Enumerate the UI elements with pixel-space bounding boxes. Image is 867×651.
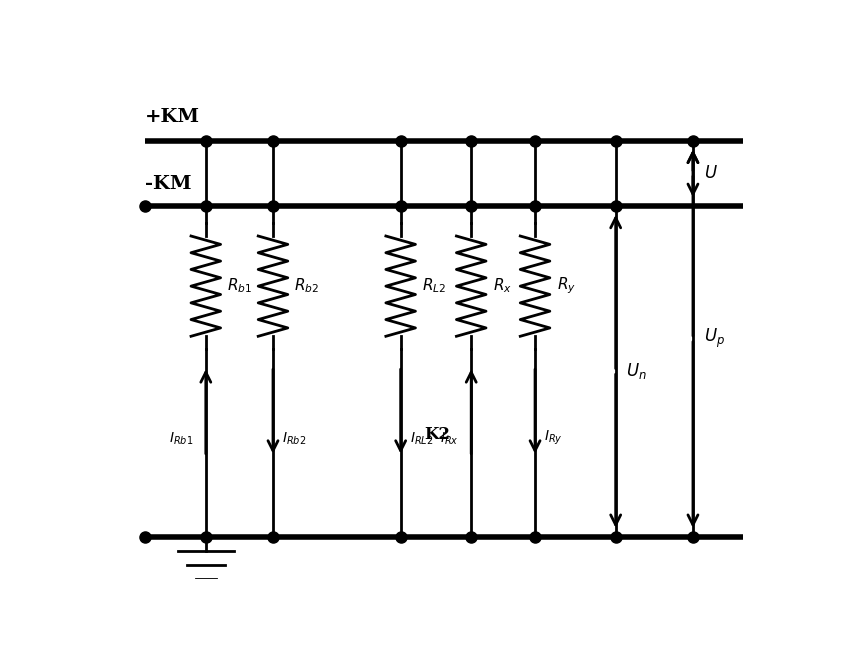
Text: $I_{RL2}$: $I_{RL2}$ bbox=[410, 430, 434, 447]
Text: $R_{L2}$: $R_{L2}$ bbox=[422, 277, 447, 296]
Text: $I_{Ry}$: $I_{Ry}$ bbox=[544, 428, 564, 447]
Text: $U_p$: $U_p$ bbox=[704, 327, 725, 350]
Text: $R_{b2}$: $R_{b2}$ bbox=[295, 277, 320, 296]
Text: -KM: -KM bbox=[146, 175, 192, 193]
Text: +KM: +KM bbox=[146, 108, 200, 126]
Text: $U$: $U$ bbox=[704, 165, 718, 182]
Text: $R_y$: $R_y$ bbox=[557, 276, 576, 296]
Text: K2: K2 bbox=[425, 426, 451, 443]
Text: $I_{Rx}$: $I_{Rx}$ bbox=[440, 430, 460, 447]
Text: $R_{b1}$: $R_{b1}$ bbox=[227, 277, 252, 296]
Text: $I_{Rb1}$: $I_{Rb1}$ bbox=[169, 430, 193, 447]
Text: $U_n$: $U_n$ bbox=[627, 361, 647, 381]
Text: $I_{Rb2}$: $I_{Rb2}$ bbox=[283, 430, 307, 447]
Text: $R_x$: $R_x$ bbox=[492, 277, 512, 296]
